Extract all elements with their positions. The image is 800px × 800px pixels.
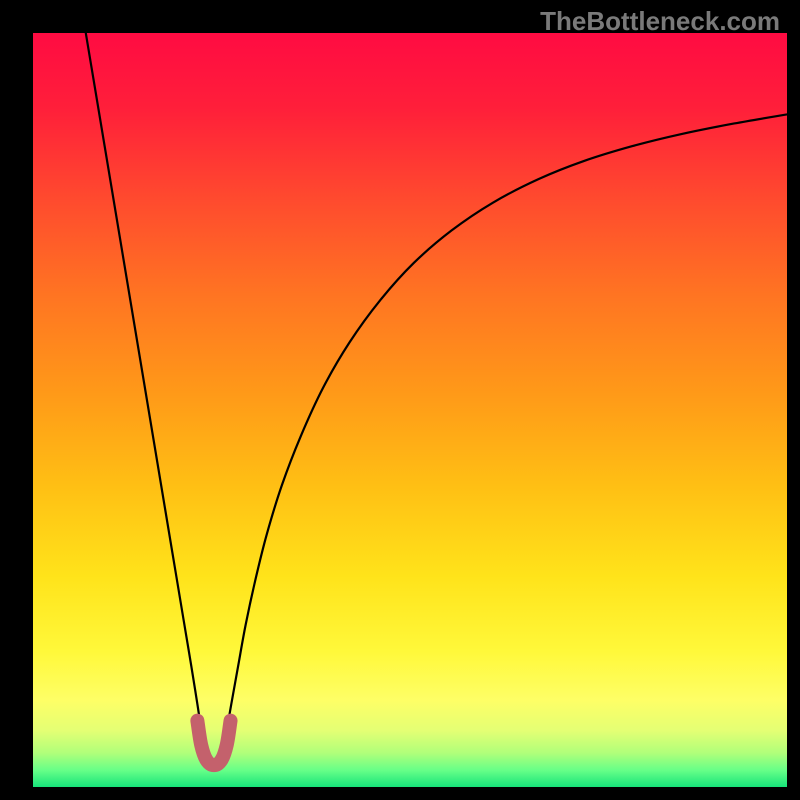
plot-svg (33, 33, 787, 787)
gradient-background (33, 33, 787, 787)
plot-area (33, 33, 787, 787)
